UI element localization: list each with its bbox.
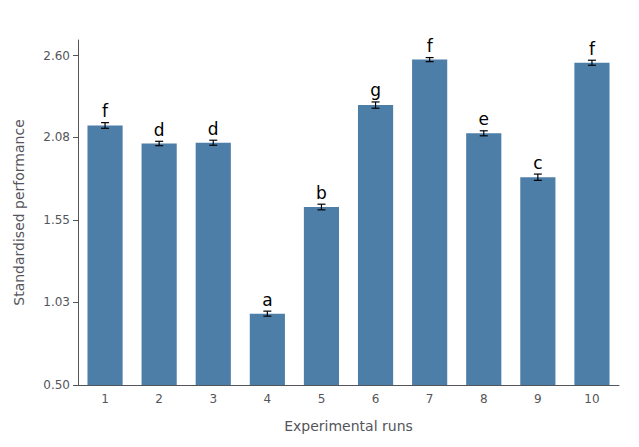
svg-text:1: 1 — [101, 392, 109, 406]
svg-text:1.55: 1.55 — [43, 213, 70, 227]
svg-text:b: b — [316, 183, 327, 203]
svg-text:d: d — [154, 120, 165, 140]
svg-text:7: 7 — [426, 392, 434, 406]
svg-text:0.50: 0.50 — [43, 378, 70, 392]
svg-text:Standardised performance: Standardised performance — [11, 119, 27, 305]
svg-text:2: 2 — [155, 392, 163, 406]
svg-text:e: e — [479, 109, 489, 129]
svg-text:8: 8 — [480, 392, 488, 406]
svg-text:f: f — [589, 39, 596, 59]
svg-text:1.03: 1.03 — [43, 295, 70, 309]
svg-text:f: f — [427, 36, 434, 56]
svg-text:10: 10 — [584, 392, 599, 406]
svg-text:2.08: 2.08 — [43, 130, 70, 144]
svg-text:4: 4 — [264, 392, 272, 406]
svg-text:Experimental runs: Experimental runs — [284, 418, 413, 434]
svg-text:c: c — [533, 153, 542, 173]
svg-text:3: 3 — [209, 392, 217, 406]
svg-text:a: a — [262, 290, 272, 310]
svg-text:f: f — [102, 101, 109, 121]
svg-text:6: 6 — [372, 392, 380, 406]
svg-text:d: d — [208, 119, 219, 139]
svg-text:5: 5 — [318, 392, 326, 406]
svg-text:g: g — [370, 80, 381, 100]
svg-text:9: 9 — [534, 392, 542, 406]
svg-text:2.60: 2.60 — [43, 49, 70, 63]
